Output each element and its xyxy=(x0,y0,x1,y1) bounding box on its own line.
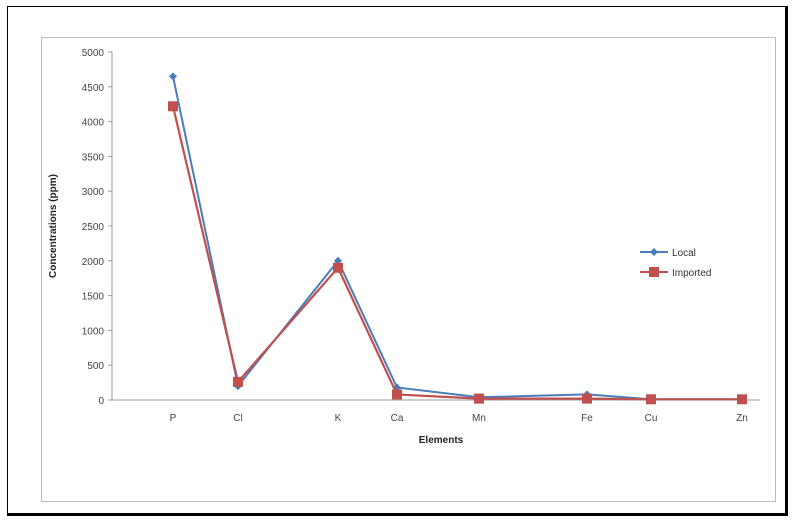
y-tick-label: 0 xyxy=(98,396,104,407)
x-tick-label: Mn xyxy=(472,413,486,424)
data-point xyxy=(168,101,178,112)
data-point xyxy=(582,393,592,404)
data-point xyxy=(333,262,343,273)
y-tick-label: 4500 xyxy=(82,83,105,94)
y-tick-label: 3500 xyxy=(82,152,105,163)
legend: Local Imported xyxy=(640,248,711,279)
y-tick-label: 3000 xyxy=(82,187,105,198)
legend-label: Imported xyxy=(672,268,711,279)
x-tick-label: Ca xyxy=(391,413,404,424)
x-tick-label: Zn xyxy=(736,413,748,424)
chart-frame xyxy=(7,6,788,516)
y-tick-label: 500 xyxy=(87,361,104,372)
plot-area-border xyxy=(41,37,776,502)
y-tick-label: 4000 xyxy=(82,118,105,129)
y-ticks: 0 500 1000 1500 2000 2500 3000 3500 4000 4500 5000 xyxy=(82,48,112,407)
x-tick-label: Cl xyxy=(233,413,242,424)
x-tick-label: K xyxy=(335,413,342,424)
axes xyxy=(111,52,760,401)
y-tick-label: 1500 xyxy=(82,292,105,303)
data-point xyxy=(392,389,402,400)
x-ticks: P Cl K Ca Mn Fe Cu Zn xyxy=(170,413,748,424)
data-point xyxy=(233,376,243,387)
x-tick-label: Cu xyxy=(645,413,658,424)
series-line xyxy=(172,76,742,401)
series-imported xyxy=(168,101,747,405)
y-tick-label: 2000 xyxy=(82,257,105,268)
data-point xyxy=(474,393,484,404)
y-axis-title: Concentrations (ppm) xyxy=(48,174,59,278)
series-line xyxy=(171,106,742,401)
data-point xyxy=(169,72,177,81)
legend-marker xyxy=(649,267,659,277)
legend-marker xyxy=(650,248,658,256)
legend-label: Local xyxy=(672,248,696,259)
y-tick-label: 5000 xyxy=(82,48,105,59)
y-tick-label: 1000 xyxy=(82,326,105,337)
x-tick-label: Fe xyxy=(581,413,593,424)
y-tick-label: 2500 xyxy=(82,222,105,233)
x-tick-label: P xyxy=(170,413,177,424)
series-layer xyxy=(168,72,747,405)
data-point xyxy=(646,394,656,405)
data-point xyxy=(737,394,747,405)
x-axis-title: Elements xyxy=(419,435,464,446)
series-local xyxy=(169,72,746,404)
